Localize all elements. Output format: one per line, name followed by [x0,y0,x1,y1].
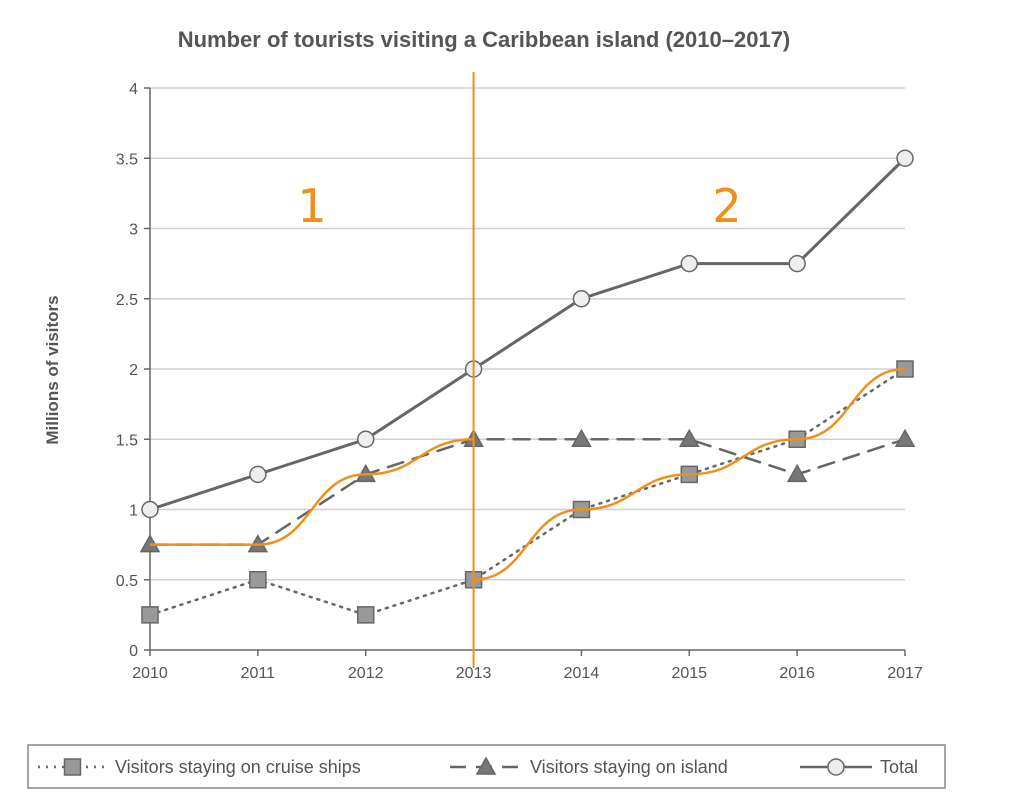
x-tick-label: 2014 [564,665,600,682]
data-point [249,571,267,589]
annotation-curve [473,367,906,581]
x-tick-label: 2013 [456,665,492,682]
legend: Visitors staying on cruise ships Visitors… [27,744,946,789]
axes: 0 0.5 1 1.5 2 2.5 3 3.5 4 2010 2011 2012 2013 2014 201… [116,81,923,682]
data-point [679,428,700,447]
annotation-curve [149,438,474,546]
annotation-label: 2 [712,179,741,233]
x-tick-label: 2011 [241,665,276,682]
legend-label: Visitors staying on cruise ships [115,757,361,777]
series-line [148,438,907,546]
series-group [139,149,916,624]
y-tick-label: 1.5 [116,432,138,449]
legend-marker [827,758,845,776]
data-point [786,463,808,483]
series-1 [139,428,916,553]
legend-marker [63,758,82,776]
x-tick-label: 2015 [671,665,707,682]
legend-label: Visitors staying on island [530,757,728,777]
legend-entry: Visitors staying on cruise ships [38,757,361,777]
data-point [788,254,806,273]
y-axis-label: Millions of visitors [43,295,62,444]
legend-label: Total [880,757,918,777]
y-tick-label: 3 [129,222,138,239]
y-tick-label: 0.5 [116,573,138,590]
data-point [141,606,159,624]
legend-entry: Visitors staying on island [450,756,728,777]
data-point [356,606,375,624]
legend-entry: Total [800,757,918,777]
series-line [148,156,907,511]
x-tick-label: 2017 [887,665,923,682]
data-point [894,428,916,447]
data-point [571,428,592,447]
series-2 [141,149,914,519]
data-point [356,430,375,448]
y-tick-label: 0 [129,643,138,660]
y-tick-label: 3.5 [116,151,138,168]
chart-title: Number of tourists visiting a Caribbean … [178,27,791,52]
x-tick-label: 2012 [348,665,384,682]
legend-box [27,744,946,789]
data-point [249,465,267,484]
x-tick-label: 2010 [132,665,168,682]
y-tick-label: 2.5 [116,292,138,309]
data-point [680,254,699,273]
legend-marker [475,756,497,775]
x-tick-label: 2016 [779,665,815,682]
data-point [141,500,159,519]
series-0 [141,360,914,624]
y-tick-label: 4 [129,81,138,98]
y-tick-label: 1 [129,503,138,520]
data-point [572,290,591,308]
annotation-label: 1 [297,179,326,233]
y-tick-label: 2 [129,362,138,379]
data-point [896,149,914,167]
